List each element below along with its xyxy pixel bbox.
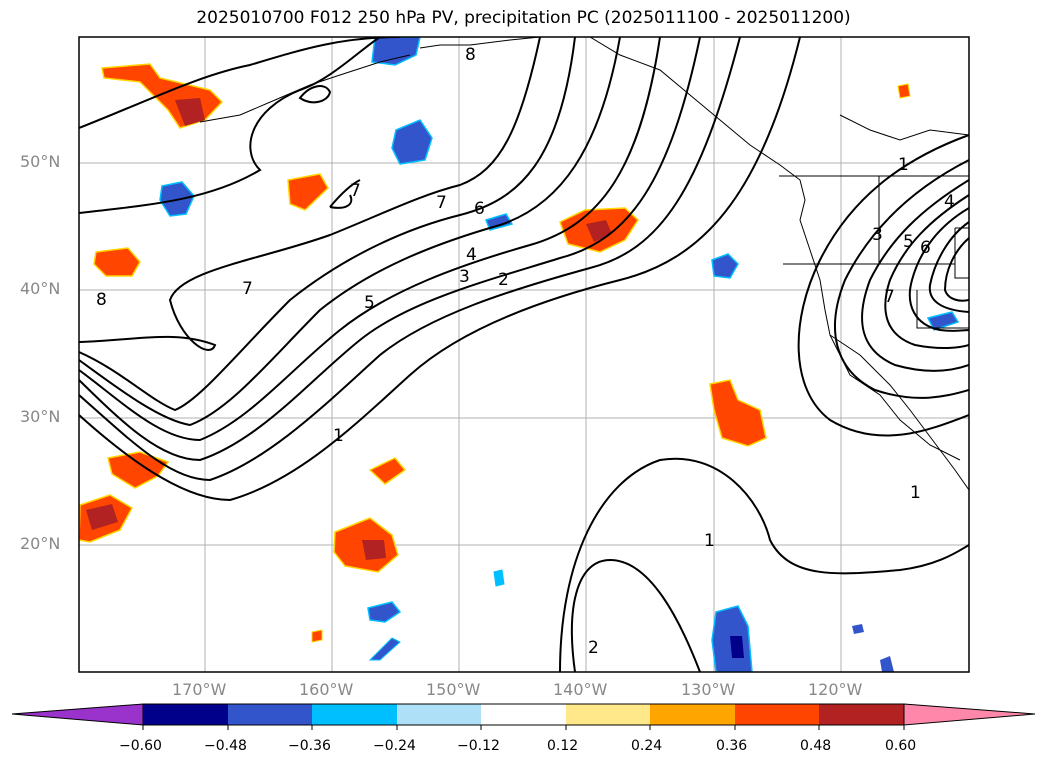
contour-label: 1 <box>333 426 344 446</box>
colorbar-tick-label: 0.48 <box>800 738 832 754</box>
contour-label: 4 <box>944 192 955 212</box>
contour-label: 3 <box>459 267 470 287</box>
colorbar-tick-label: −0.48 <box>204 738 247 754</box>
map-border <box>78 36 970 673</box>
colorbar-tick-label: 0.12 <box>547 738 579 754</box>
contour-label: 5 <box>903 232 914 252</box>
lat-label-40n: 40°N <box>20 279 61 298</box>
lat-label-30n: 30°N <box>20 407 61 426</box>
colorbar-tick-label: −0.12 <box>457 738 500 754</box>
colorbar-tick-label: 0.36 <box>716 738 748 754</box>
precipitation-shading <box>79 37 960 672</box>
lon-label-150w: 150°W <box>426 680 481 699</box>
contour-label: 7 <box>436 193 447 213</box>
contour-label: 2 <box>498 270 509 290</box>
colorbar-tick-label: −0.36 <box>288 738 331 754</box>
lon-label-130w: 130°W <box>681 680 736 699</box>
map-frame-bg <box>79 37 969 672</box>
lon-label-140w: 140°W <box>553 680 608 699</box>
contour-label: 6 <box>920 238 931 258</box>
contour-label: 3 <box>872 225 883 245</box>
pv-contours <box>79 37 969 672</box>
lon-label-160w: 160°W <box>299 680 354 699</box>
contour-label: 8 <box>465 45 476 65</box>
contour-label: 2 <box>588 638 599 658</box>
lon-label-170w: 170°W <box>172 680 227 699</box>
contour-label: 8 <box>96 290 107 310</box>
map-title: 2025010700 F012 250 hPa PV, precipitatio… <box>196 8 851 28</box>
lat-label-20n: 20°N <box>20 534 61 553</box>
coastlines <box>199 37 969 491</box>
contour-label: 5 <box>364 293 375 313</box>
contour-label: 7 <box>350 181 361 201</box>
contour-label: 1 <box>910 483 921 503</box>
colorbar-tick-label: −0.60 <box>119 738 162 754</box>
colorbar-tick-label: 0.60 <box>885 738 917 754</box>
colorbar <box>11 703 1036 730</box>
contour-label: 7 <box>242 279 253 299</box>
graticule <box>79 37 969 672</box>
colorbar-tick-label: 0.24 <box>631 738 663 754</box>
contour-label-group: 8 8 7 7 7 7 6 6 5 5 4 4 3 3 2 2 1 1 1 1 <box>96 45 955 658</box>
contour-label: 6 <box>474 199 485 219</box>
lon-label-120w: 120°W <box>808 680 863 699</box>
colorbar-tick-label: −0.24 <box>373 738 416 754</box>
contour-label: 4 <box>466 245 477 265</box>
contour-label: 7 <box>884 287 895 307</box>
lat-label-50n: 50°N <box>20 152 61 171</box>
contour-label: 1 <box>898 155 909 175</box>
contour-label: 1 <box>704 531 715 551</box>
